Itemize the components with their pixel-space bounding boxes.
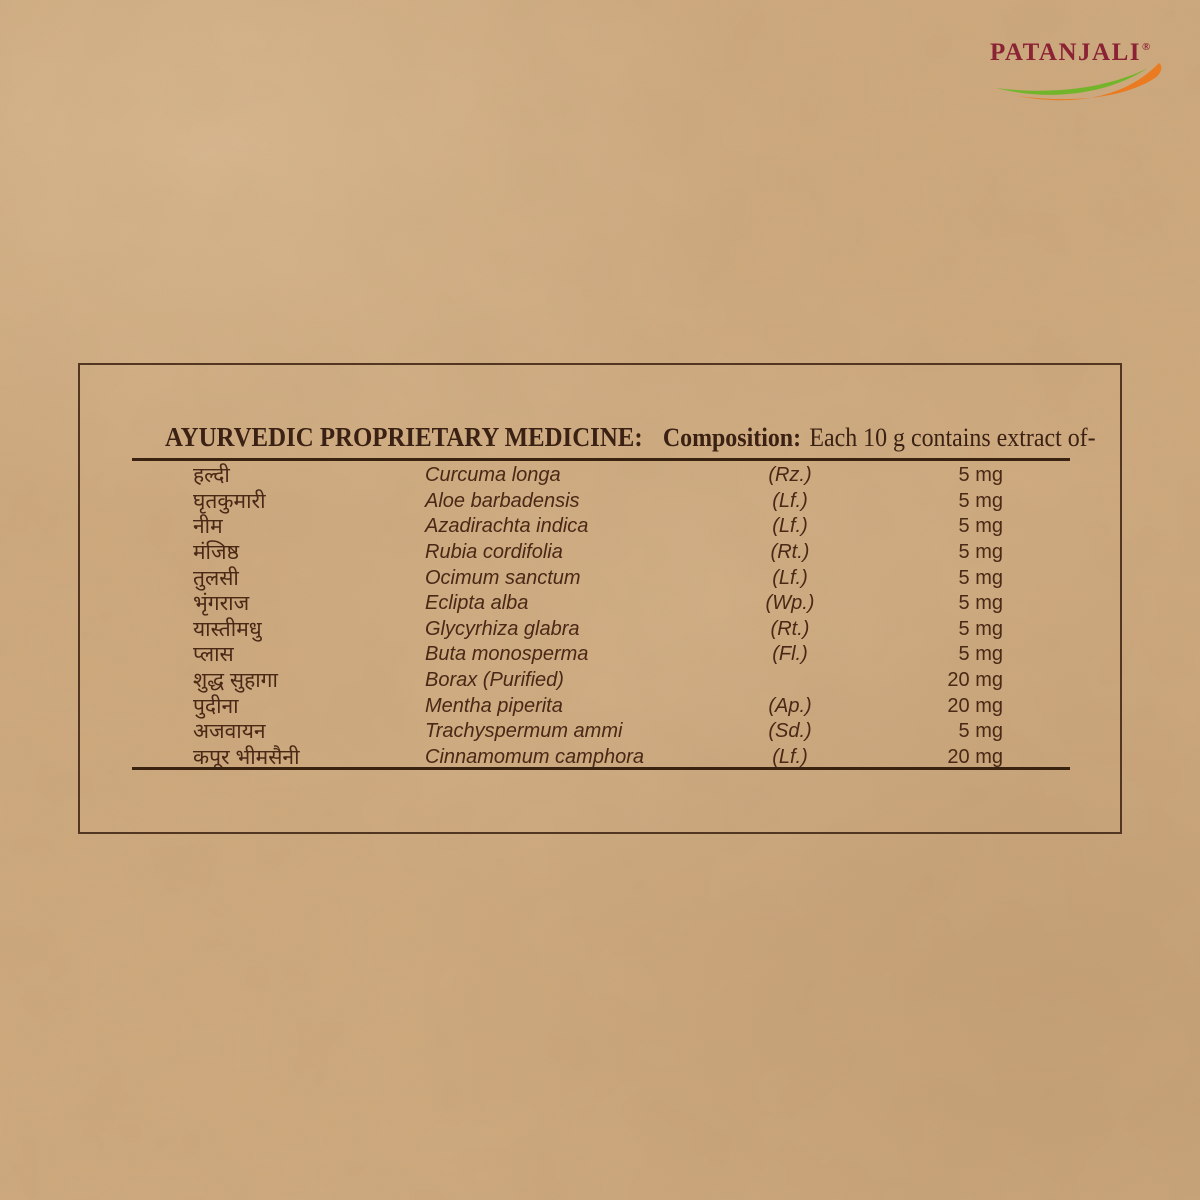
ingredient-quantity: 5 mg xyxy=(958,515,1003,538)
ingredient-row: भृंगराज Eclipta alba (Wp.) 5 mg xyxy=(193,591,1003,617)
ingredient-latin-name: Borax (Purified) xyxy=(425,669,564,692)
ingredient-quantity: 5 mg xyxy=(958,541,1003,564)
ingredient-plant-part: (Lf.) xyxy=(772,566,808,589)
ingredient-hindi-name: पुदीना xyxy=(193,694,239,718)
ingredient-row: नीम Azadirachta indica (Lf.) 5 mg xyxy=(193,514,1003,540)
ingredient-plant-part: (Ap.) xyxy=(768,694,812,717)
ingredient-row: घृतकुमारी Aloe barbadensis (Lf.) 5 mg xyxy=(193,489,1003,515)
ingredient-latin-name: Cinnamomum camphora xyxy=(425,745,644,768)
ingredient-quantity: 5 mg xyxy=(958,464,1003,487)
ingredient-hindi-name: शुद्ध सुहागा xyxy=(193,669,278,693)
composition-label: Composition: xyxy=(662,423,802,452)
ingredient-hindi-name: अजवायन xyxy=(193,720,266,744)
ingredient-latin-name: Aloe barbadensis xyxy=(425,489,580,512)
ingredient-latin-name: Curcuma longa xyxy=(425,464,561,487)
brand-wordmark: PATANJALI xyxy=(990,39,1141,66)
registered-trademark: ® xyxy=(1142,41,1151,53)
ingredient-row: तुलसी Ocimum sanctum (Lf.) 5 mg xyxy=(193,565,1003,591)
ingredient-quantity: 5 mg xyxy=(958,720,1003,743)
ingredient-plant-part: (Lf.) xyxy=(772,489,808,512)
ingredient-quantity: 5 mg xyxy=(958,566,1003,589)
ingredient-row: मंजिष्ठ Rubia cordifolia (Rt.) 5 mg xyxy=(193,540,1003,566)
ingredient-row: प्लास Buta monosperma (Fl.) 5 mg xyxy=(193,642,1003,668)
ingredient-row: यास्तीमधु Glycyrhiza glabra (Rt.) 5 mg xyxy=(193,617,1003,643)
apm-heading: AYURVEDIC PROPRIETARY MEDICINE: xyxy=(165,422,643,452)
ingredient-quantity: 5 mg xyxy=(958,643,1003,666)
logo-swoosh-icon xyxy=(996,63,1162,101)
ingredient-plant-part: (Wp.) xyxy=(765,592,815,615)
ingredient-latin-name: Azadirachta indica xyxy=(425,515,589,538)
ingredient-row: हल्दी Curcuma longa (Rz.) 5 mg xyxy=(193,463,1003,489)
brand-name: PATANJALI® xyxy=(990,40,1175,65)
ingredient-row: कपूर भीमसैनी Cinnamomum camphora (Lf.) 2… xyxy=(193,745,1003,771)
ingredient-plant-part: (Sd.) xyxy=(768,720,812,743)
ingredient-plant-part: (Lf.) xyxy=(772,515,808,538)
ingredient-quantity: 5 mg xyxy=(958,489,1003,512)
ingredient-quantity: 5 mg xyxy=(958,592,1003,615)
patanjali-logo: PATANJALI® xyxy=(990,40,1175,103)
ingredient-hindi-name: हल्दी xyxy=(193,464,230,488)
ingredient-plant-part: (Rz.) xyxy=(768,464,812,487)
table-bottom-rule xyxy=(132,767,1070,770)
ingredient-quantity: 20 mg xyxy=(947,669,1003,692)
ingredient-hindi-name: तुलसी xyxy=(193,566,239,590)
ingredient-row: अजवायन Trachyspermum ammi (Sd.) 5 mg xyxy=(193,719,1003,745)
composition-intro-text: Each 10 g contains extract of- xyxy=(809,423,1096,452)
ingredient-latin-name: Rubia cordifolia xyxy=(425,541,563,564)
ingredient-latin-name: Trachyspermum ammi xyxy=(425,720,623,743)
ingredient-hindi-name: प्लास xyxy=(193,643,234,667)
ingredient-plant-part: (Rt.) xyxy=(770,617,810,640)
ingredient-latin-name: Ocimum sanctum xyxy=(425,566,581,589)
ingredient-hindi-name: मंजिष्ठ xyxy=(193,541,239,565)
ingredient-quantity: 5 mg xyxy=(958,617,1003,640)
ingredient-plant-part: (Rt.) xyxy=(770,541,810,564)
ingredient-plant-part: (Lf.) xyxy=(772,745,808,768)
ingredient-row: पुदीना Mentha piperita (Ap.) 20 mg xyxy=(193,693,1003,719)
composition-panel: AYURVEDIC PROPRIETARY MEDICINE: Compositi… xyxy=(78,363,1122,834)
ingredients-table: हल्दी Curcuma longa (Rz.) 5 mg घृतकुमारी… xyxy=(193,463,1003,770)
ingredient-plant-part: (Fl.) xyxy=(772,643,808,666)
ingredient-latin-name: Glycyrhiza glabra xyxy=(425,617,580,640)
ingredient-quantity: 20 mg xyxy=(947,694,1003,717)
ingredient-hindi-name: कपूर भीमसैनी xyxy=(193,745,300,769)
ingredient-hindi-name: नीम xyxy=(193,515,223,539)
ingredient-hindi-name: भृंगराज xyxy=(193,592,250,616)
ingredient-latin-name: Buta monosperma xyxy=(425,643,589,666)
panel-heading: AYURVEDIC PROPRIETARY MEDICINE: Compositi… xyxy=(165,424,1096,451)
ingredient-latin-name: Eclipta alba xyxy=(425,592,529,615)
ingredient-latin-name: Mentha piperita xyxy=(425,694,563,717)
ingredient-row: शुद्ध सुहागा Borax (Purified) 20 mg xyxy=(193,668,1003,694)
ingredient-hindi-name: घृतकुमारी xyxy=(193,489,266,513)
table-top-rule xyxy=(132,458,1070,461)
ingredient-hindi-name: यास्तीमधु xyxy=(193,617,262,641)
ingredient-quantity: 20 mg xyxy=(947,745,1003,768)
